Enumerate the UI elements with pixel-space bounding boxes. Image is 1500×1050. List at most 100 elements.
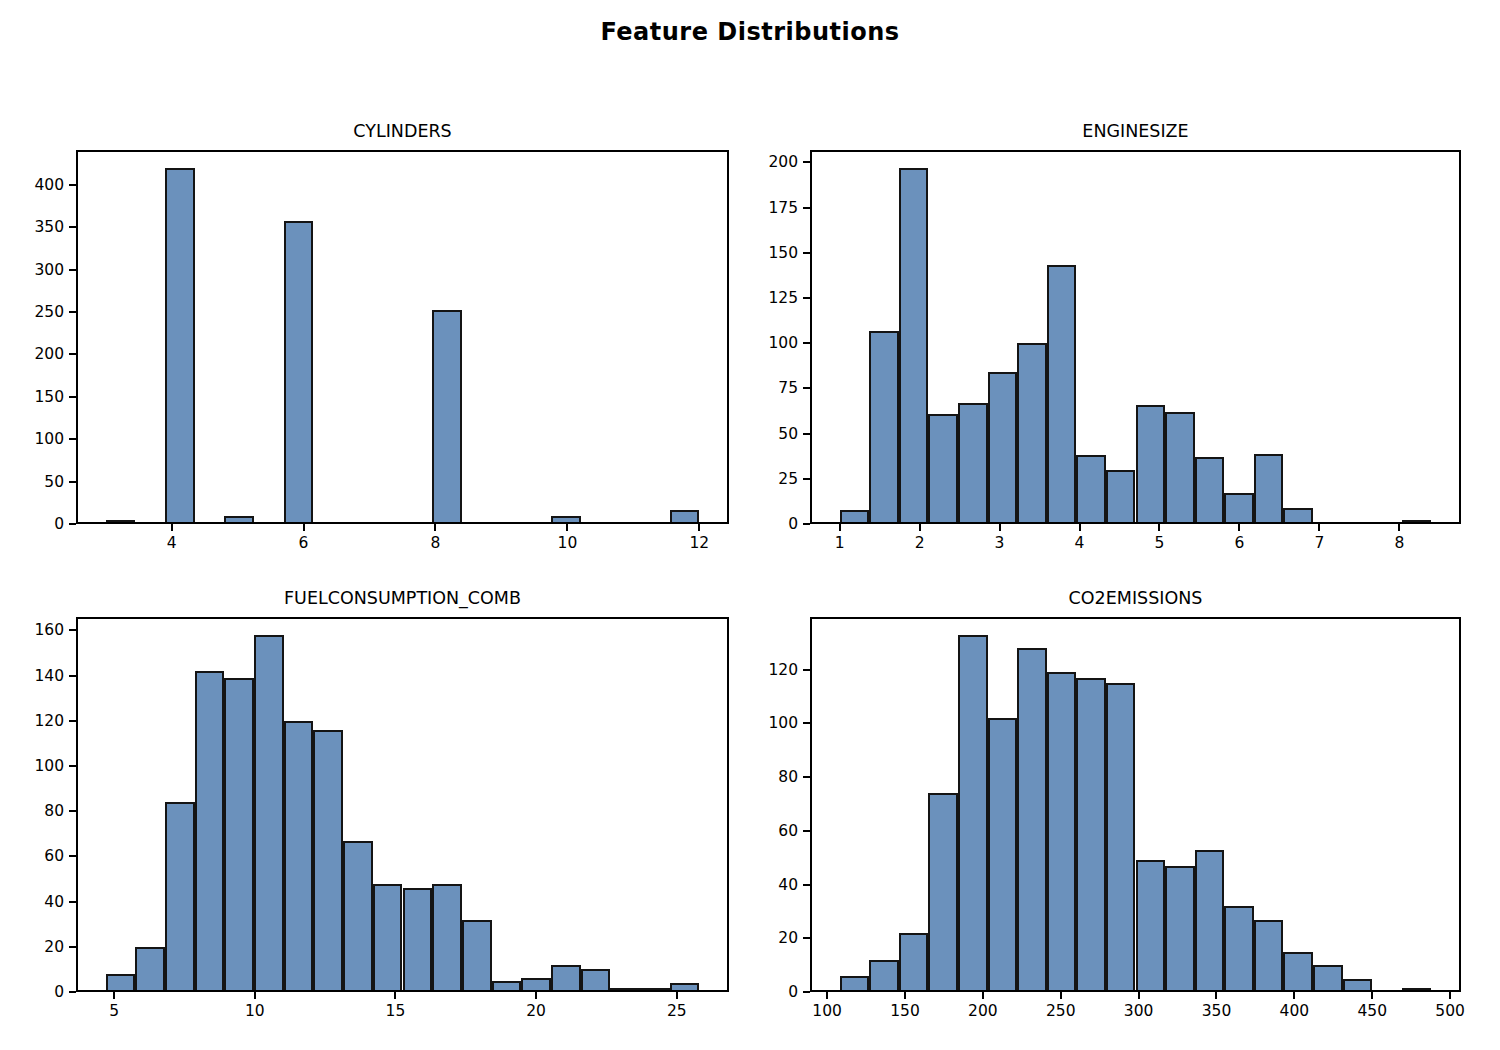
histogram-bar: [899, 933, 929, 992]
x-tick: [566, 524, 568, 531]
x-tick-label: 200: [968, 1002, 998, 1020]
x-tick: [1238, 524, 1240, 531]
y-tick: [69, 311, 76, 313]
y-tick: [803, 722, 810, 724]
x-tick-label: 25: [667, 1002, 687, 1020]
histogram-bar: [1017, 648, 1047, 992]
histogram-bar: [670, 510, 700, 524]
y-tick: [69, 226, 76, 228]
histogram-bar: [1313, 965, 1343, 992]
histogram-bar: [492, 981, 522, 992]
y-tick: [69, 269, 76, 271]
histogram-bar: [165, 168, 195, 524]
y-tick-label: 60: [778, 822, 798, 840]
histogram-bar: [1402, 520, 1432, 524]
histogram-bar: [551, 965, 581, 992]
histogram-bar: [928, 793, 958, 992]
x-tick: [1318, 524, 1320, 531]
figure-title: Feature Distributions: [0, 18, 1500, 46]
histogram-bar: [462, 920, 492, 992]
y-tick-label: 100: [34, 757, 64, 775]
histogram-bar: [640, 988, 670, 992]
x-tick: [1215, 992, 1217, 999]
histogram-bar: [521, 978, 551, 992]
y-tick: [803, 207, 810, 209]
y-tick: [69, 438, 76, 440]
y-tick: [803, 478, 810, 480]
histogram-bar: [224, 678, 254, 992]
y-tick-label: 200: [768, 153, 798, 171]
x-tick: [535, 992, 537, 999]
x-tick: [698, 524, 700, 531]
x-tick: [1138, 992, 1140, 999]
histogram-bar: [840, 510, 870, 524]
y-tick-label: 60: [44, 847, 64, 865]
histogram-bar: [1165, 412, 1195, 524]
histogram-bar: [1402, 988, 1432, 992]
x-tick: [1371, 992, 1373, 999]
x-tick: [394, 992, 396, 999]
y-tick: [803, 884, 810, 886]
x-tick-label: 10: [558, 534, 578, 552]
histogram-bar: [958, 403, 988, 524]
x-tick-label: 350: [1202, 1002, 1232, 1020]
x-tick: [1079, 524, 1081, 531]
subplot-title: CO2EMISSIONS: [810, 588, 1461, 608]
y-tick: [803, 937, 810, 939]
y-tick-label: 50: [44, 473, 64, 491]
y-tick-label: 400: [34, 176, 64, 194]
histogram-bar: [988, 718, 1018, 992]
histogram-bar: [313, 730, 343, 992]
histogram-bar: [958, 635, 988, 992]
histogram-bar: [106, 520, 136, 524]
x-tick: [113, 992, 115, 999]
y-tick-label: 140: [34, 667, 64, 685]
histogram-bar: [1254, 920, 1284, 993]
histogram-bar: [1076, 678, 1106, 992]
y-tick: [69, 991, 76, 993]
histogram-bar: [106, 974, 136, 992]
x-tick-label: 8: [431, 534, 441, 552]
histogram-bar: [1017, 343, 1047, 524]
y-tick-label: 100: [34, 430, 64, 448]
y-tick: [69, 184, 76, 186]
y-tick-label: 120: [34, 712, 64, 730]
y-tick: [69, 523, 76, 525]
subplot-title: CYLINDERS: [76, 121, 729, 141]
y-tick-label: 250: [34, 303, 64, 321]
x-tick: [1293, 992, 1295, 999]
y-tick: [69, 720, 76, 722]
y-tick: [69, 810, 76, 812]
histogram-bar: [284, 221, 314, 524]
histogram-bar: [1136, 405, 1166, 524]
x-tick: [839, 524, 841, 531]
x-tick-label: 500: [1435, 1002, 1465, 1020]
histogram-bar: [432, 310, 462, 524]
y-tick-label: 20: [778, 929, 798, 947]
histogram-bar: [1165, 866, 1195, 992]
y-tick: [69, 675, 76, 677]
x-tick: [171, 524, 173, 531]
y-tick-label: 40: [44, 893, 64, 911]
histogram-bar: [1224, 906, 1254, 992]
subplot-title: ENGINESIZE: [810, 121, 1461, 141]
y-tick-label: 350: [34, 218, 64, 236]
histogram-bar: [1047, 265, 1077, 524]
x-tick-label: 300: [1124, 1002, 1154, 1020]
x-tick-label: 4: [167, 534, 177, 552]
histogram-bar: [1047, 672, 1077, 992]
histogram-bar: [869, 331, 899, 524]
subplot-co2emissions: CO2EMISSIONS1001502002503003504004505000…: [810, 617, 1461, 992]
histogram-bar: [432, 884, 462, 993]
histogram-bar: [551, 516, 581, 524]
y-tick-label: 80: [44, 802, 64, 820]
x-tick: [982, 992, 984, 999]
x-tick-label: 5: [1155, 534, 1165, 552]
x-tick: [254, 992, 256, 999]
y-tick: [803, 297, 810, 299]
histogram-bar: [1076, 455, 1106, 524]
y-tick: [69, 855, 76, 857]
y-tick: [803, 387, 810, 389]
histogram-bar: [988, 372, 1018, 524]
histogram-bar: [135, 947, 165, 992]
